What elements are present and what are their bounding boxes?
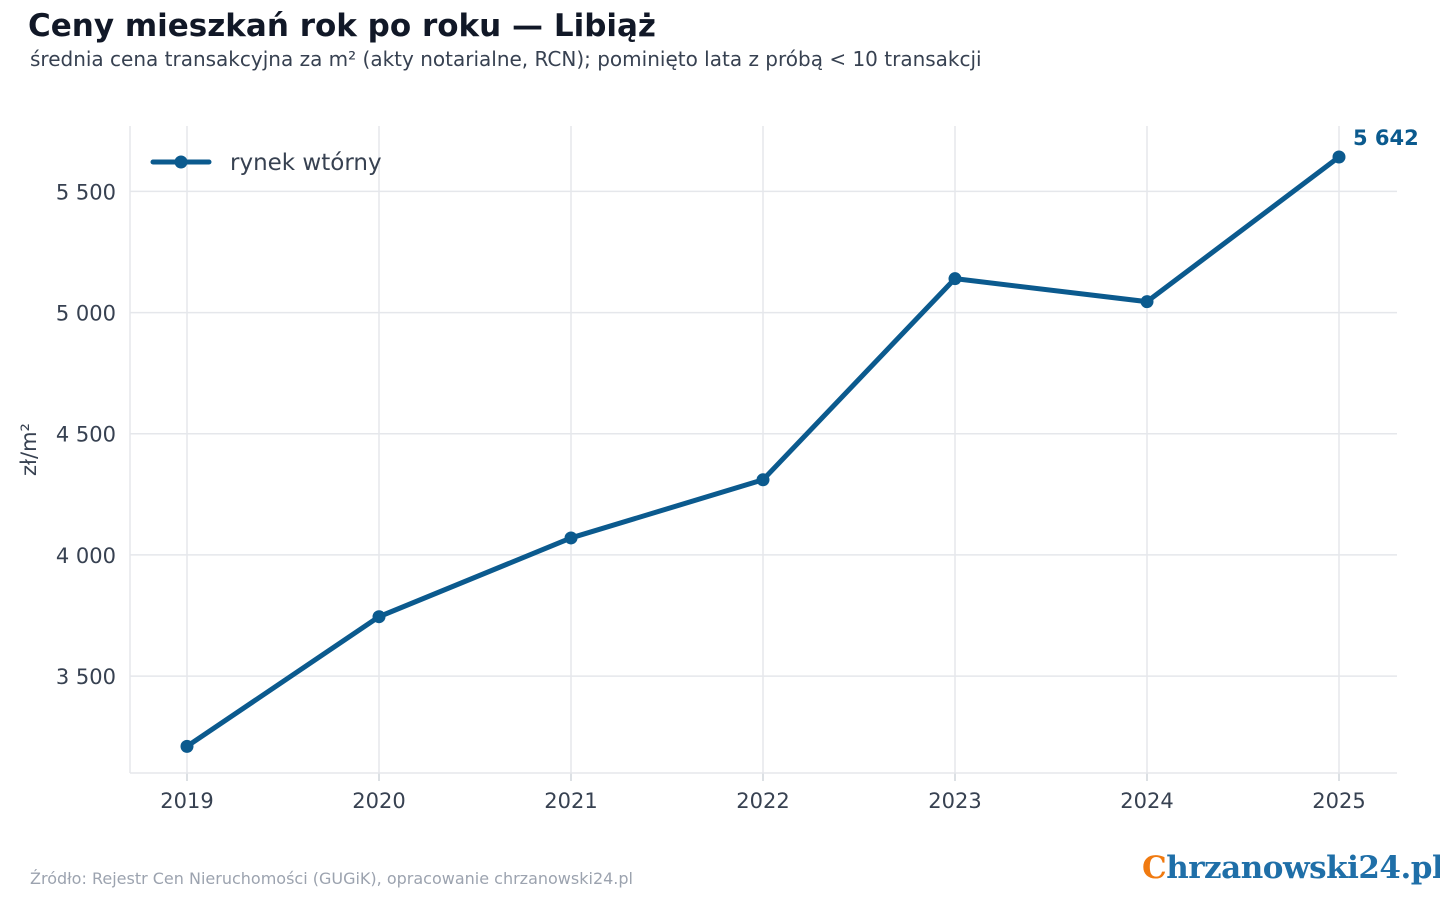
axis-layer: 3 500 4 000 4 500 5 000 5 500 2019 2020 2021 202…	[17, 126, 1397, 813]
data-point	[948, 272, 962, 286]
data-point	[564, 531, 578, 545]
chart-title: Ceny mieszkań rok po roku — Libiąż	[28, 8, 656, 44]
y-tick-label: 4 500	[56, 423, 116, 447]
x-tick-label: 2021	[544, 789, 597, 813]
legend: rynek wtórny	[150, 150, 382, 176]
data-point	[756, 473, 770, 487]
data-point	[180, 739, 194, 753]
label-layer: 5 642	[1353, 126, 1419, 150]
x-tick-label: 2022	[736, 789, 789, 813]
legend-label: rynek wtórny	[230, 150, 382, 176]
chart-subtitle: średnia cena transakcyjna za m² (akty no…	[30, 47, 982, 71]
y-tick-label: 4 000	[56, 544, 116, 568]
brand-logo: Chrzanowski24.pl	[1142, 850, 1440, 886]
brand-logo-rest: hrzanowski24.pl	[1166, 850, 1440, 886]
y-tick-label: 5 000	[56, 302, 116, 326]
data-point	[1140, 295, 1154, 309]
x-tick-label: 2025	[1312, 789, 1365, 813]
source-note: Źródło: Rejestr Cen Nieruchomości (GUGiK…	[30, 869, 633, 888]
x-tick-label: 2019	[160, 789, 213, 813]
data-point	[372, 610, 386, 624]
x-tick-label: 2020	[352, 789, 405, 813]
series-layer	[180, 150, 1346, 753]
brand-logo-first-letter: C	[1142, 850, 1167, 886]
last-value-label: 5 642	[1353, 126, 1419, 150]
data-point	[1332, 150, 1346, 164]
x-tick-label: 2024	[1120, 789, 1173, 813]
y-tick-label: 5 500	[56, 180, 116, 204]
legend-swatch-marker	[174, 155, 188, 169]
x-tick-label: 2023	[928, 789, 981, 813]
y-axis-label: zł/m²	[17, 423, 41, 476]
y-tick-label: 3 500	[56, 665, 116, 689]
grid-layer	[130, 126, 1397, 773]
